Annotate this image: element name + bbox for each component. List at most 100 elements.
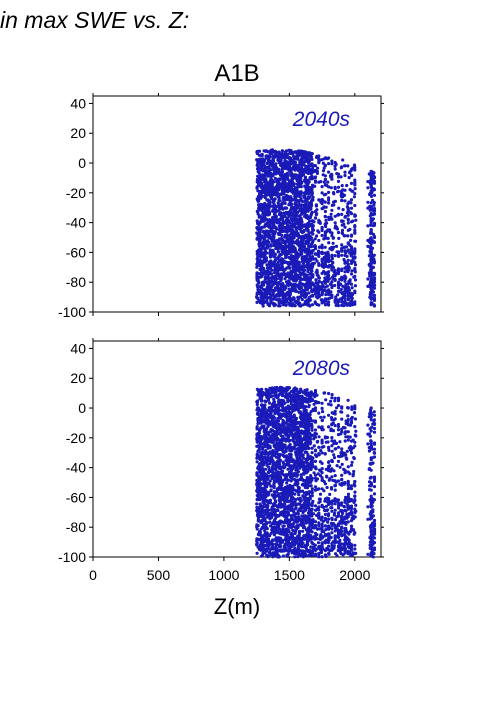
data-point: [268, 284, 272, 288]
data-point: [258, 289, 262, 293]
data-point: [352, 163, 357, 167]
data-point: [307, 296, 311, 300]
data-point: [344, 214, 348, 218]
data-point: [256, 170, 260, 174]
data-point: [372, 179, 377, 183]
data-point: [353, 278, 358, 282]
data-point: [314, 203, 318, 207]
data-point: [370, 425, 374, 429]
data-point: [354, 503, 358, 507]
data-point: [267, 205, 271, 209]
data-point: [372, 479, 377, 483]
data-point: [299, 277, 303, 281]
data-point: [327, 254, 331, 258]
data-point: [330, 174, 334, 178]
data-point: [283, 197, 287, 201]
data-point: [343, 188, 347, 192]
data-point: [256, 261, 260, 265]
data-point: [278, 254, 282, 258]
y-tick-label: -80: [66, 274, 86, 290]
data-point: [340, 212, 344, 216]
data-point: [280, 237, 284, 242]
data-point: [322, 415, 326, 419]
data-point: [260, 259, 264, 263]
data-point: [369, 219, 373, 223]
data-point: [281, 303, 285, 307]
data-point: [370, 289, 374, 293]
data-point: [267, 296, 271, 300]
data-point: [372, 298, 377, 302]
data-point: [269, 178, 273, 182]
data-point: [284, 239, 288, 243]
data-point: [288, 296, 292, 300]
data-point: [315, 234, 319, 238]
data-point: [304, 293, 308, 297]
data-point: [329, 487, 334, 491]
data-point: [293, 206, 297, 210]
data-point: [300, 264, 304, 268]
data-point: [300, 292, 304, 296]
data-point: [259, 250, 263, 254]
y-tick-label: -40: [66, 215, 86, 231]
data-point: [320, 291, 325, 295]
data-point: [310, 267, 314, 271]
data-point: [323, 214, 327, 218]
data-point: [343, 498, 347, 502]
data-point: [339, 175, 343, 179]
data-point: [346, 486, 350, 491]
data-point: [294, 201, 298, 205]
data-point: [309, 212, 313, 216]
data-point: [317, 158, 321, 162]
data-point: [304, 286, 308, 290]
data-point: [372, 203, 376, 207]
data-point: [330, 159, 334, 163]
data-point: [281, 282, 285, 286]
data-point: [271, 209, 275, 213]
data-point: [261, 251, 266, 255]
data-point: [345, 183, 349, 188]
data-point: [297, 248, 302, 252]
data-point: [333, 226, 337, 230]
data-point: [294, 226, 298, 230]
data-point: [255, 219, 259, 223]
data-point: [313, 252, 318, 256]
data-point: [293, 287, 297, 292]
data-point: [300, 237, 304, 241]
data-point: [308, 151, 312, 155]
data-point: [327, 391, 331, 396]
data-point: [279, 279, 283, 283]
data-point: [333, 167, 337, 171]
data-point: [259, 270, 263, 274]
data-point: [372, 485, 377, 489]
data-point: [267, 200, 271, 205]
data-point: [341, 158, 345, 162]
data-point: [284, 244, 288, 248]
data-point: [324, 398, 328, 402]
data-point: [258, 182, 262, 186]
data-point: [301, 209, 305, 213]
data-point: [366, 200, 370, 204]
data-point: [282, 251, 286, 255]
data-point: [301, 282, 305, 286]
data-point: [258, 190, 262, 194]
data-point: [342, 234, 346, 238]
data-point: [340, 417, 344, 421]
data-point: [330, 217, 334, 221]
data-point: [349, 251, 354, 255]
data-point: [354, 218, 358, 222]
data-point: [258, 153, 262, 157]
data-point: [330, 234, 334, 238]
data-point: [299, 499, 303, 503]
data-point: [313, 168, 318, 172]
data-point: [283, 150, 287, 154]
data-point: [336, 230, 341, 235]
data-point: [322, 166, 326, 170]
data-point: [255, 274, 259, 278]
data-point: [282, 269, 286, 273]
data-point: [262, 149, 266, 153]
data-point: [323, 245, 327, 249]
data-point: [267, 304, 272, 308]
data-point: [327, 198, 331, 202]
data-point: [297, 150, 301, 154]
data-point: [366, 277, 370, 281]
